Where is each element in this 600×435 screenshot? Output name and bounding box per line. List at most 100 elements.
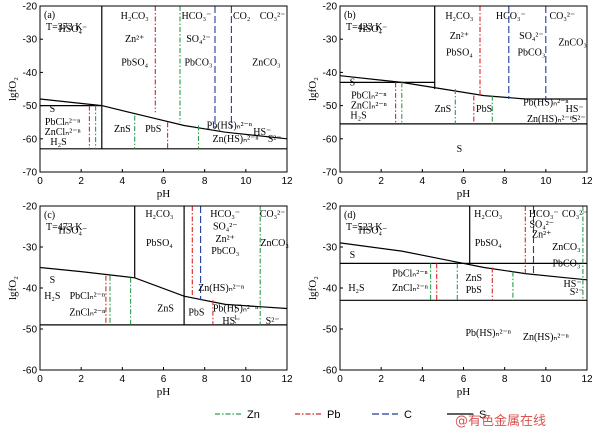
y-tick-label: -60 [323, 366, 338, 377]
x-tick-label: 0 [337, 176, 343, 187]
y-tick-label: -40 [323, 68, 338, 79]
x-tick-label: 6 [161, 176, 167, 187]
legend-label: C [404, 409, 412, 421]
region-label: H₂CO₃ [121, 11, 149, 22]
region-label: PbS [145, 124, 161, 135]
region-label: ZnS [465, 273, 482, 284]
region-label: CO₃²⁻ [562, 209, 588, 220]
y-tick-label: -20 [23, 2, 38, 13]
panel-label: (d) [344, 210, 356, 221]
x-tick-label: 10 [540, 176, 552, 187]
legend-label: Zn [247, 409, 260, 421]
panel-label: (c) [44, 210, 55, 221]
temperature-label: T=473 K [46, 222, 83, 233]
region-label: ZnS [157, 304, 174, 315]
y-tick-label: -20 [323, 202, 338, 213]
x-tick-label: 12 [581, 374, 593, 385]
region-label: Pb(HS)ₙ²⁻ⁿ [213, 304, 258, 315]
y-tick-label: -20 [323, 2, 338, 13]
y-tick-label: -50 [23, 101, 38, 112]
series-lines [340, 6, 587, 125]
region-label: PbClₙ²⁻ⁿ [392, 269, 427, 280]
series-line-s-0 [40, 266, 287, 310]
region-label: PbSO₄ [146, 238, 173, 249]
region-label: Zn(HS)ₙ²⁻ⁿ [213, 134, 259, 145]
x-tick-label: 0 [37, 374, 43, 385]
region-label: SO₄²⁻ [186, 34, 211, 45]
region-label: ZnClₙ²⁻ⁿ [351, 101, 387, 112]
x-tick-label: 10 [240, 176, 252, 187]
region-label: H₂CO₃ [474, 209, 502, 220]
x-tick-label: 2 [378, 176, 384, 187]
x-tick-label: 12 [581, 176, 593, 187]
y-tick-label: -60 [23, 366, 38, 377]
x-tick-label: 8 [202, 176, 208, 187]
region-label: S [350, 77, 356, 88]
legend-item-s: S [447, 409, 486, 421]
x-axis-label: pH [457, 188, 471, 200]
region-label: Zn²⁺ [216, 234, 235, 245]
region-label: HS⁻ [253, 127, 271, 138]
region-label: PbClₙ²⁻ⁿ [70, 291, 105, 302]
region-label: HSO₄⁻ [59, 24, 88, 35]
y-tick-label: -40 [323, 284, 338, 295]
legend-label: Pb [327, 409, 340, 421]
region-label: PbSO₄ [121, 57, 148, 68]
y-axis-label: lgfO₂ [7, 77, 19, 101]
chart-panel-3: 0 2 4 6 8 10 12 -60 -50 -40 -30 -20 pH lgfO₂ (c)T=473 … [7, 202, 293, 399]
legend-item-pb: Pb [295, 409, 340, 421]
region-label: PbSO₄ [475, 238, 502, 249]
y-axis-label: lgfO₂ [307, 77, 319, 101]
x-tick-label: 2 [78, 176, 84, 187]
region-label: PbCO₃ [552, 258, 580, 269]
region-label: HCO₃⁻ [496, 11, 526, 22]
region-label: S [457, 144, 463, 155]
y-tick-label: -50 [323, 101, 338, 112]
region-label: HCO₃⁻ [181, 11, 211, 22]
x-tick-label: 2 [378, 374, 384, 385]
temperature-label: T=423 K [346, 22, 383, 33]
x-tick-label: 4 [120, 176, 126, 187]
region-label: PbCO₃ [211, 246, 239, 257]
region-label: S [50, 275, 56, 286]
y-tick-label: -70 [323, 168, 338, 179]
chart-panel-4: 0 2 4 6 8 10 12 -60 -50 -40 -30 -20 pH lgfO₂ (d)T=523 … [307, 202, 593, 399]
y-axis-label: lgfO₂ [7, 276, 19, 300]
region-label: Zn²⁺ [125, 34, 144, 45]
region-label: CO₃²⁻ [260, 11, 286, 22]
x-axis-label: pH [157, 386, 171, 398]
y-tick-label: -40 [23, 68, 38, 79]
region-label: Pb(HS)ₙ²⁻ⁿ [465, 328, 510, 339]
y-tick-label: -60 [323, 134, 338, 145]
x-axis-label: pH [157, 188, 171, 200]
region-label: ZnCO₃ [558, 38, 587, 49]
region-label: PbSO₄ [446, 47, 473, 58]
region-label: S [350, 250, 356, 261]
y-tick-label: -30 [323, 243, 338, 254]
region-label: ZnClₙ²⁻ⁿ [69, 308, 105, 319]
region-label: S [50, 104, 56, 115]
region-label: HS⁻ [564, 279, 582, 290]
region-label: HS⁻ [222, 316, 240, 327]
x-tick-label: 8 [202, 374, 208, 385]
region-label: Zn(HS)ₙ²⁻ⁿ [523, 332, 569, 343]
region-label: Zn(HS)ₙ²⁻ⁿ [527, 114, 573, 125]
region-label: S²⁻ [572, 114, 586, 125]
region-label: H₂S [44, 291, 60, 302]
chart-panel-1: 0 2 4 6 8 10 12 -70 -60 -50 -40 -30 -20 pH lgfO₂ (a)T=3… [7, 2, 293, 201]
x-tick-label: 8 [502, 176, 508, 187]
y-tick-label: -30 [23, 35, 38, 46]
x-tick-label: 10 [240, 374, 252, 385]
region-label: Zn(HS)ₙ²⁻ⁿ [198, 283, 244, 294]
region-label: SO₄²⁻ [529, 219, 554, 230]
x-tick-label: 6 [161, 374, 167, 385]
x-tick-label: 2 [78, 374, 84, 385]
y-tick-label: -50 [23, 325, 38, 336]
y-tick-label: -40 [23, 284, 38, 295]
region-label: CO₂ [233, 11, 250, 22]
region-label: ZnCO₃ [252, 57, 281, 68]
y-tick-label: -60 [23, 134, 38, 145]
region-label: H₂S [50, 137, 66, 148]
watermark: @有色金属在线 [455, 413, 546, 429]
legend: Zn Pb C S [215, 409, 486, 421]
